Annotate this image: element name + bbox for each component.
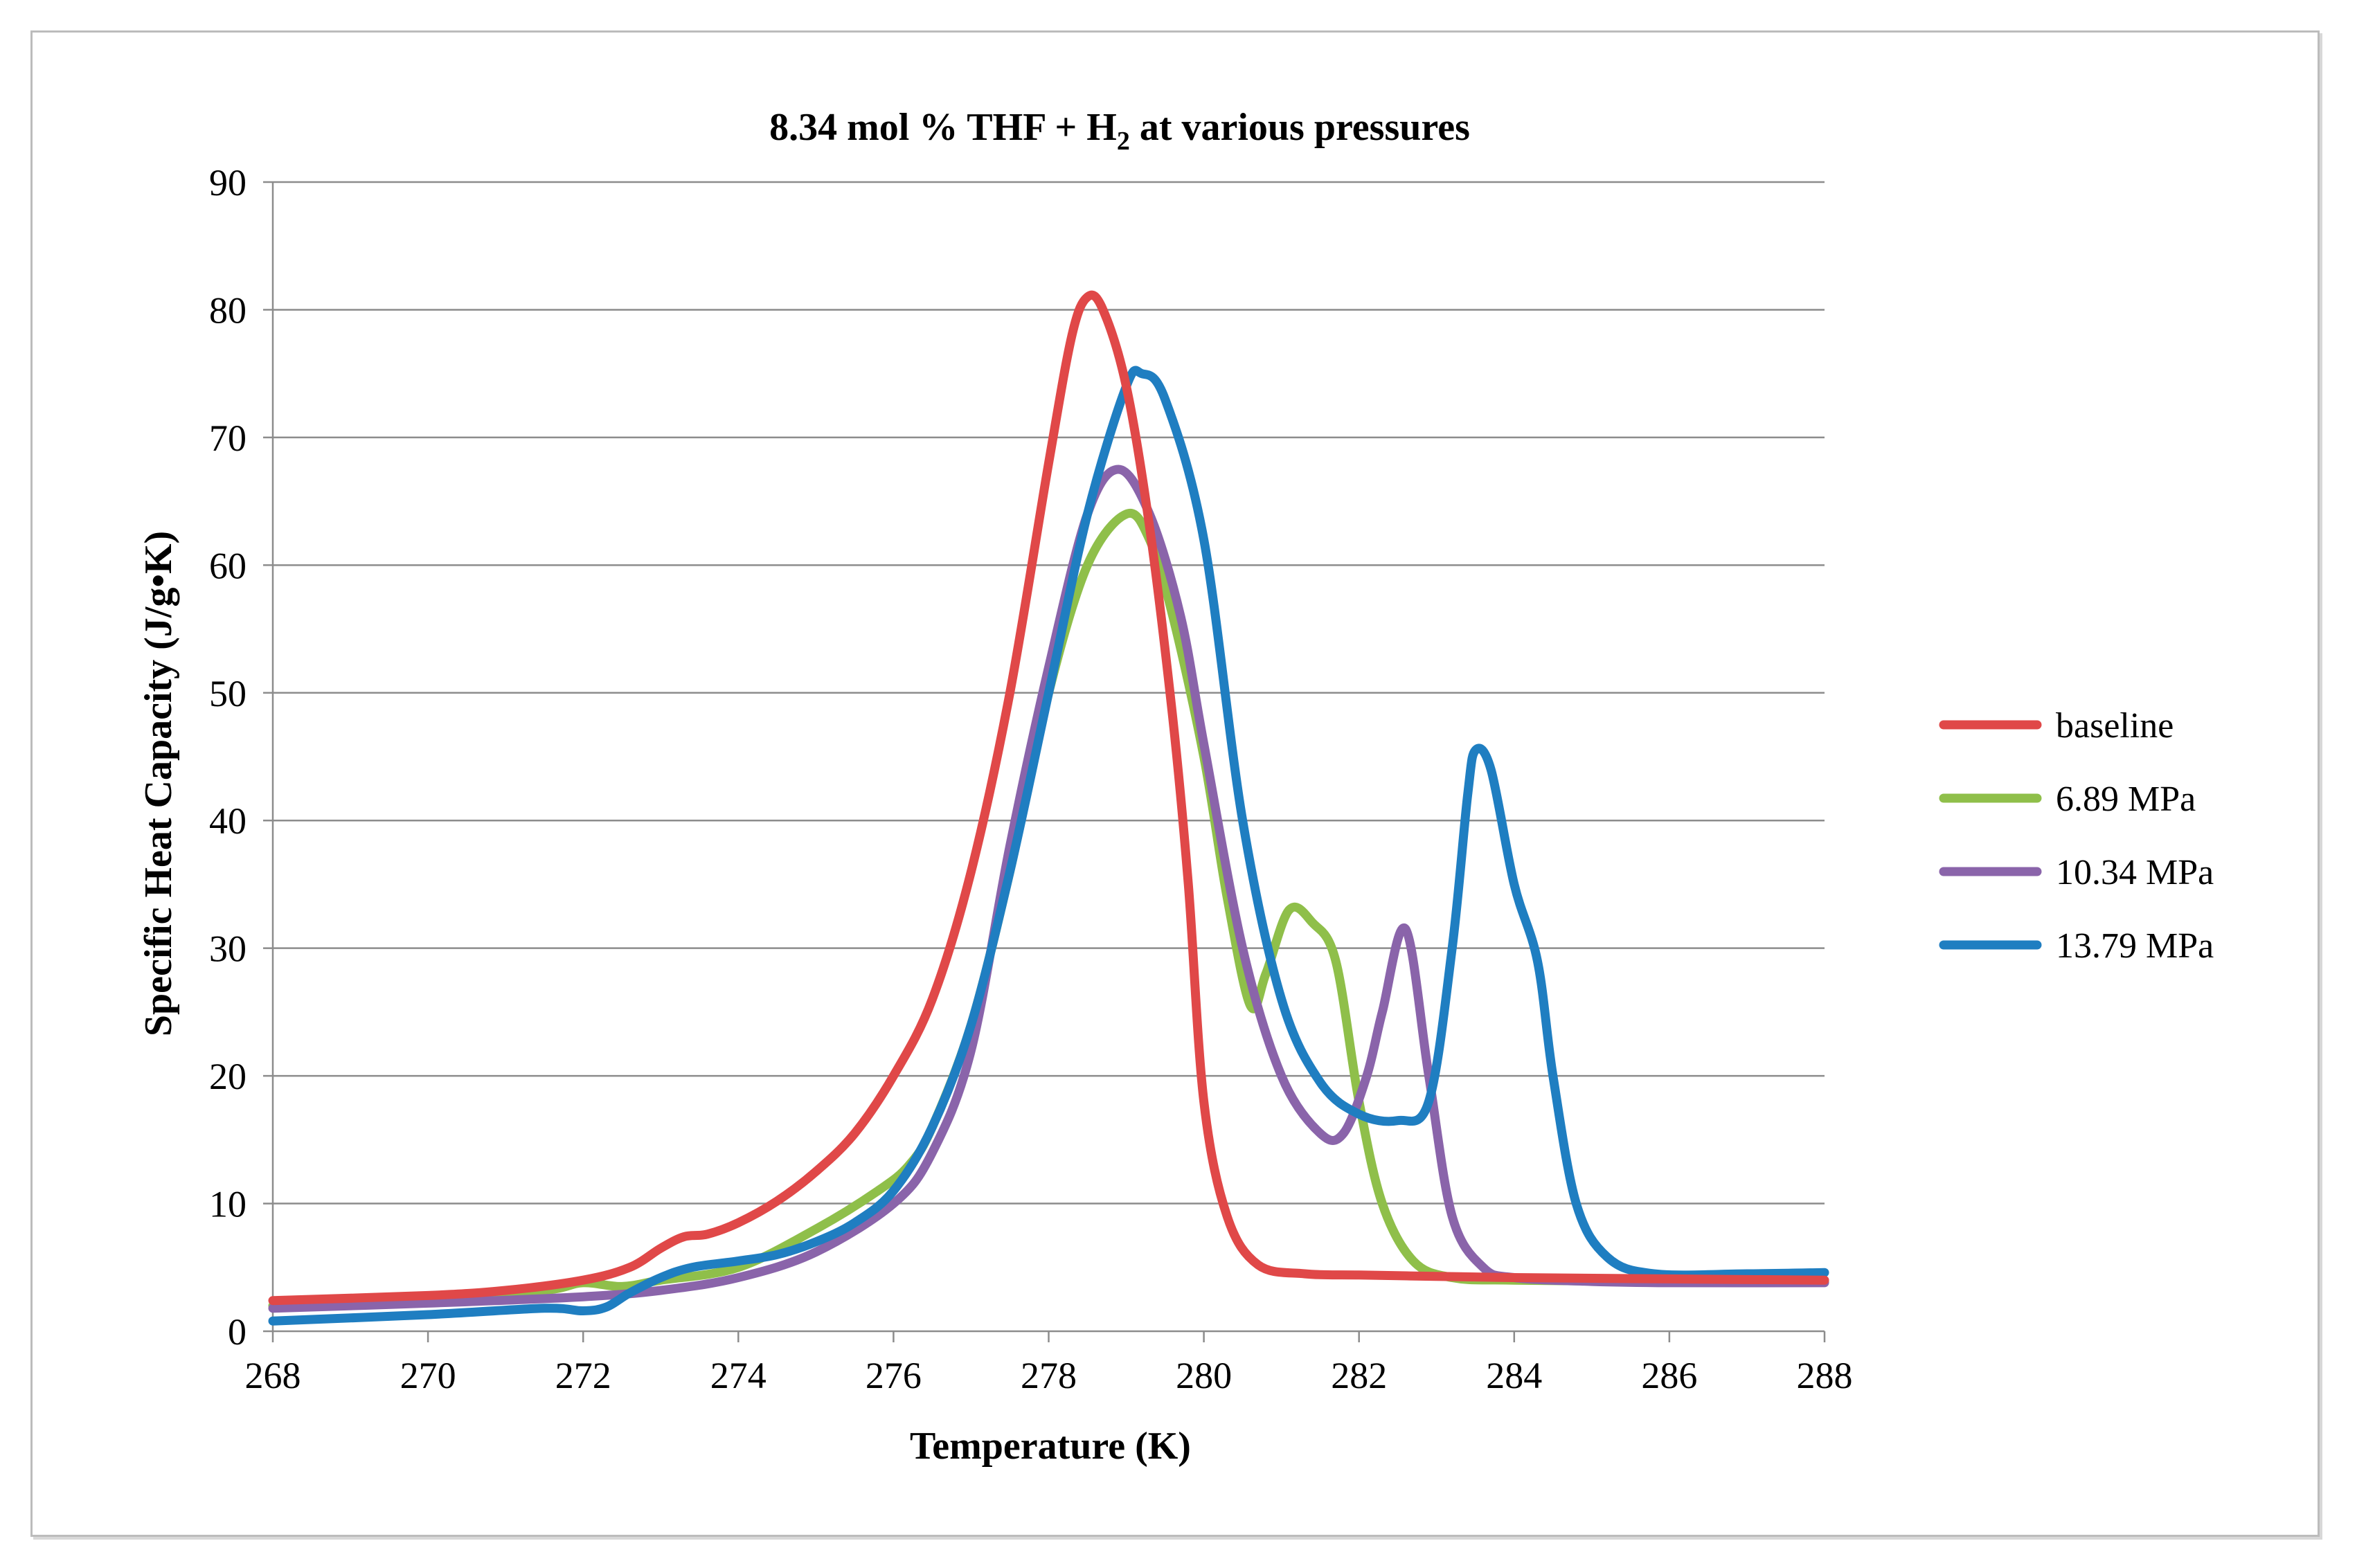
y-tick-label: 70 [209,417,247,459]
legend-label: 13.79 MPa [2056,926,2214,966]
x-tick-label: 276 [866,1355,922,1396]
y-tick-label: 40 [209,800,247,842]
legend-label: 6.89 MPa [2056,780,2196,819]
axes [263,181,1826,1342]
x-tick-label: 274 [710,1355,767,1396]
y-tick-label: 20 [209,1056,247,1097]
series-line-13-79-mpa [268,366,1829,1326]
x-tick-label: 288 [1797,1355,1853,1396]
x-tick-label: 286 [1641,1355,1697,1396]
chart-title: 8.34 mol % THF + H2 at various pressures [769,106,1470,156]
y-axis-label: Specific Heat Capacity (J/g•K) [137,531,180,1036]
y-tick-label: 30 [209,928,247,970]
x-tick-label: 280 [1176,1355,1232,1396]
y-tick-label: 10 [209,1184,247,1225]
x-tick-label: 270 [400,1355,456,1396]
x-tick-label: 282 [1331,1355,1387,1396]
series-line-baseline [268,290,1829,1306]
y-tick-label: 60 [209,545,247,586]
y-tick-label: 90 [209,162,247,204]
y-tick-label: 80 [209,289,247,331]
x-tick-label: 284 [1486,1355,1542,1396]
series-line-10-34-mpa [268,465,1829,1313]
x-tick-label: 272 [555,1355,611,1396]
series-lines [268,290,1829,1326]
x-axis-label: Temperature (K) [910,1425,1191,1468]
y-tick-label: 50 [209,673,247,714]
x-tick-label: 268 [245,1355,301,1396]
series-line-6-89-mpa [268,509,1829,1310]
x-tick-labels: 268 270 272 274 276 278 280 282 284 286 288 [245,1355,1853,1396]
chart-frame: 8.34 mol % THF + H2 at various pressures… [30,30,2320,1537]
legend-label: 10.34 MPa [2056,853,2214,892]
legend: baseline 6.89 MPa 10.34 MPa 13.79 MPa [1939,706,2214,966]
y-tick-label: 0 [228,1311,247,1353]
chart-canvas: 8.34 mol % THF + H2 at various pressures… [137,106,2214,1468]
legend-label: baseline [2056,706,2174,746]
x-tick-label: 278 [1021,1355,1077,1396]
y-tick-labels: 0 10 20 30 40 50 60 70 80 90 [209,162,247,1353]
